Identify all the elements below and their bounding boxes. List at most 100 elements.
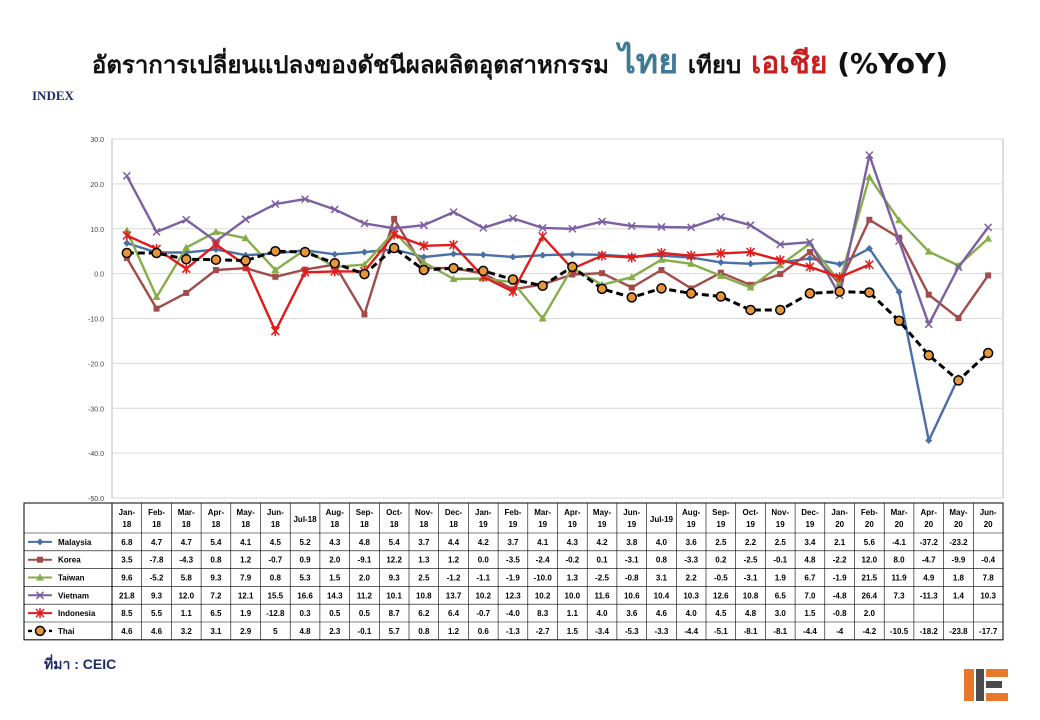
data-point-thai: [151, 247, 162, 259]
data-point-vietnam: [924, 320, 933, 329]
data-label: 7.0: [804, 591, 816, 600]
data-point-vietnam: [182, 215, 191, 224]
data-point-taiwan: [419, 258, 428, 266]
data-point-vietnam: [568, 224, 577, 233]
data-point-thai: [834, 286, 845, 297]
data-label: -3.5: [506, 556, 520, 565]
title-asia: เอเชีย: [750, 46, 828, 81]
data-label: -8.1: [744, 627, 758, 636]
data-point-vietnam: [479, 223, 488, 232]
data-label: 7.2: [210, 591, 222, 600]
y-tick-label: 0.0: [94, 272, 104, 279]
data-point-korea: [391, 215, 398, 222]
data-point-korea: [361, 311, 368, 318]
data-label: -0.4: [981, 556, 995, 565]
data-label: 6.5: [210, 609, 222, 618]
data-label: -3.3: [684, 556, 698, 565]
data-label: -9.9: [952, 556, 966, 565]
data-point-taiwan: [271, 266, 280, 274]
data-label: 9.6: [121, 574, 133, 583]
data-point-korea: [212, 267, 219, 274]
data-label: 0.8: [210, 556, 222, 565]
data-label: 4.7: [181, 538, 193, 547]
data-label: -0.7: [268, 556, 282, 565]
x-tick-label: Jul-19: [650, 515, 674, 524]
data-table: Jan-18 Feb-18 Mar-18 Apr-18 May-18 Jun-18 Jul-…: [23, 502, 1004, 641]
data-label: 14.3: [327, 591, 343, 600]
data-label: -0.8: [625, 574, 639, 583]
chart-title: อัตราการเปลี่ยนแปลงของดัชนีผลผลิตอุตสาหก…: [0, 34, 1040, 88]
data-point-thai: [864, 287, 875, 298]
data-label: 10.6: [624, 591, 640, 600]
data-label: 15.5: [268, 591, 284, 600]
data-label: 8.7: [389, 609, 401, 618]
data-point-indonesia: [656, 247, 666, 258]
data-label: -2.7: [536, 627, 550, 636]
data-point-vietnam: [419, 221, 428, 230]
x-tick-label: Jan-20: [831, 508, 848, 529]
data-label: 2.0: [359, 574, 371, 583]
data-label: 4.6: [151, 627, 163, 636]
series-thai: [121, 242, 994, 386]
x-tick-label: Feb-20: [861, 508, 878, 529]
data-point-korea: [628, 284, 635, 291]
data-point-vietnam: [330, 205, 339, 214]
data-point-malaysia: [717, 258, 725, 266]
data-label: -1.3: [506, 627, 520, 636]
data-label: -4.1: [892, 538, 906, 547]
data-point-vietnam: [716, 213, 725, 222]
data-label: 4.2: [478, 538, 490, 547]
data-point-thai: [299, 246, 311, 258]
data-label: 0.2: [715, 556, 727, 565]
data-label: -0.8: [833, 609, 847, 618]
data-point-indonesia: [864, 259, 874, 270]
data-point-vietnam: [865, 151, 874, 160]
data-point-vietnam: [360, 219, 369, 228]
x-tick-label: Sep-18: [356, 508, 374, 529]
data-point-thai: [685, 288, 697, 299]
data-label: 4.5: [270, 538, 282, 547]
data-label: 5.8: [181, 574, 193, 583]
data-point-indonesia: [270, 326, 280, 337]
x-tick-label: Nov-19: [771, 508, 789, 529]
data-label: 4.6: [121, 627, 133, 636]
data-point-taiwan: [627, 273, 636, 281]
data-label: 4.8: [745, 609, 757, 618]
x-tick-label: Dec-19: [801, 508, 819, 529]
data-label: 4.1: [537, 538, 549, 547]
data-point-thai: [448, 262, 459, 274]
data-point-thai: [270, 245, 281, 257]
data-label: 12.0: [862, 556, 878, 565]
data-label: 6.8: [121, 538, 133, 547]
legend-label: Korea: [58, 556, 81, 565]
title-main: อัตราการเปลี่ยนแปลงของดัชนีผลผลิตอุตสาหก…: [91, 51, 609, 79]
data-label: -10.5: [890, 627, 909, 636]
data-label: 4.0: [686, 609, 698, 618]
data-label: -18.2: [920, 627, 939, 636]
data-point-indonesia: [597, 250, 607, 261]
data-label: 1.3: [567, 574, 579, 583]
data-point-indonesia: [805, 261, 815, 272]
data-point-vietnam: [895, 236, 904, 245]
legend-key-indonesia: [28, 608, 52, 619]
data-label: 3.1: [656, 574, 668, 583]
legend-label: Taiwan: [58, 574, 85, 583]
data-point-korea: [599, 270, 606, 277]
data-point-thai: [626, 292, 637, 303]
data-label: -23.2: [949, 538, 968, 547]
data-point-indonesia: [538, 231, 548, 242]
data-point-thai: [596, 283, 608, 295]
data-label: 12.6: [713, 591, 729, 600]
data-point-thai: [121, 247, 133, 259]
data-point-indonesia: [181, 263, 191, 274]
series-vietnam: [122, 151, 993, 329]
data-point-malaysia: [539, 251, 547, 259]
data-point-indonesia: [775, 255, 785, 266]
data-point-taiwan: [449, 275, 458, 283]
data-label: 4.3: [329, 538, 341, 547]
data-label: 4.8: [359, 538, 371, 547]
data-label: -0.5: [714, 574, 728, 583]
x-tick-label: May-19: [593, 508, 612, 529]
data-point-indonesia: [419, 240, 429, 251]
data-point-indonesia: [627, 252, 637, 263]
